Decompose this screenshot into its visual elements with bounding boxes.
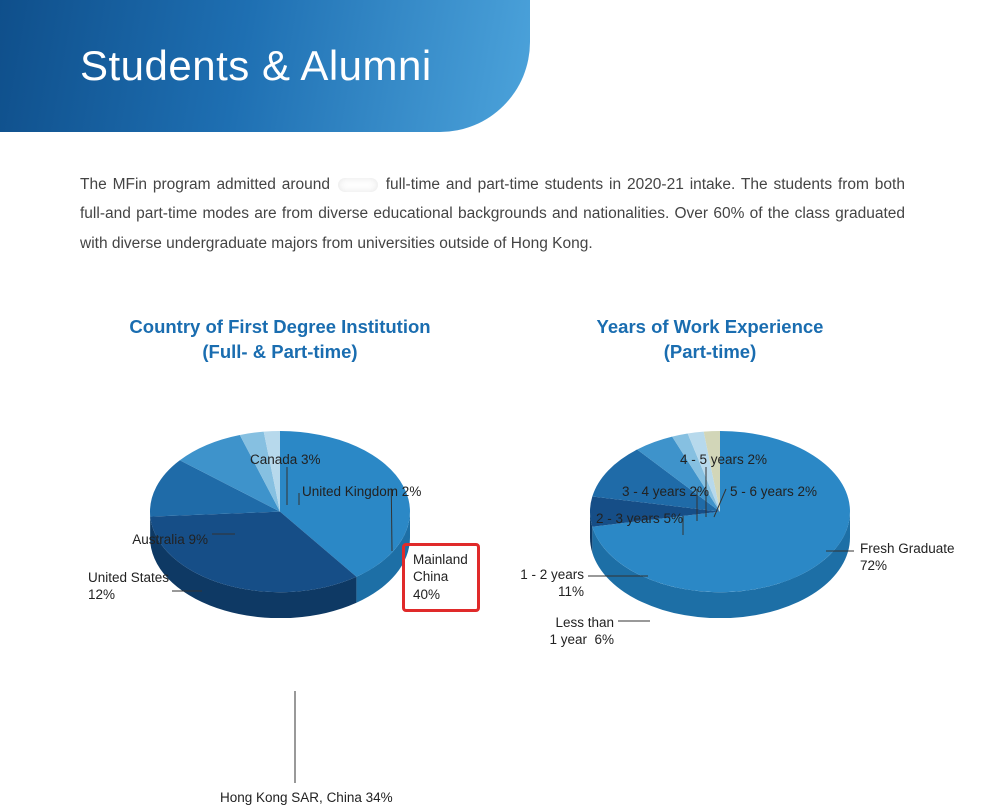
pie-label: 1 - 2 years11% (514, 566, 584, 601)
highlight-label: Mainland China40% (402, 543, 480, 612)
pie-label: United States12% (88, 569, 178, 604)
pie-label: United Kingdom 2% (302, 483, 421, 501)
charts-row: Country of First Degree Institution (Ful… (80, 315, 910, 751)
page-title: Students & Alumni (80, 42, 432, 90)
pie-label: 3 - 4 years 2% (622, 483, 709, 501)
chart1-title: Country of First Degree Institution (Ful… (80, 315, 480, 365)
chart2-title-line2: (Part-time) (664, 341, 757, 362)
pie-label: Australia 9% (108, 531, 208, 549)
chart1-title-line2: (Full- & Part-time) (202, 341, 357, 362)
intro-prefix: The MFin program admitted around (80, 176, 330, 193)
chart-experience: Years of Work Experience (Part-time) Fre… (510, 315, 910, 751)
pie-label: Fresh Graduate72% (860, 540, 970, 575)
pie-label: Less than1 year 6% (514, 614, 614, 649)
chart2-title: Years of Work Experience (Part-time) (510, 315, 910, 365)
pie-label: Canada 3% (250, 451, 321, 469)
chart2-title-line1: Years of Work Experience (597, 316, 824, 337)
chart1-title-line1: Country of First Degree Institution (129, 316, 430, 337)
intro-paragraph: The MFin program admitted around full-ti… (80, 170, 905, 258)
chart1-pie: Mainland China40%Hong Kong SAR, China 34… (80, 371, 480, 751)
pie-label: 4 - 5 years 2% (680, 451, 767, 469)
redacted-number (338, 178, 378, 192)
header-band: Students & Alumni (0, 0, 530, 132)
chart-country: Country of First Degree Institution (Ful… (80, 315, 480, 751)
pie-label: 5 - 6 years 2% (730, 483, 817, 501)
pie-label: Hong Kong SAR, China 34% (220, 789, 393, 807)
pie-label: 2 - 3 years 5% (596, 510, 683, 528)
chart2-pie: Fresh Graduate72%Less than1 year 6%1 - 2… (510, 371, 910, 751)
